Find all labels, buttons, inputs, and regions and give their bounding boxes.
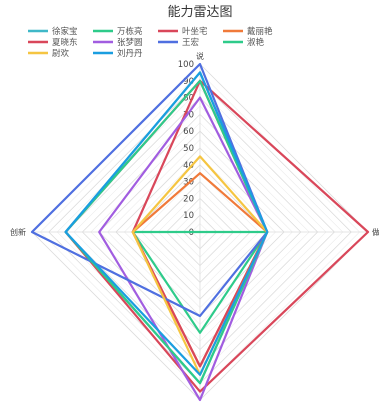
legend-label[interactable]: 刘丹丹 xyxy=(117,48,143,59)
tick-label: 70 xyxy=(183,110,194,120)
series-line[interactable] xyxy=(98,96,269,402)
indicator-label: 做 xyxy=(372,227,379,237)
legend-label[interactable]: 张梦圆 xyxy=(117,38,143,48)
legend-label[interactable]: 戴丽艳 xyxy=(247,26,273,37)
tick-label: 20 xyxy=(183,194,194,204)
series-line[interactable] xyxy=(64,71,269,376)
series-line[interactable] xyxy=(131,230,269,334)
legend-label[interactable]: 徐家宝 xyxy=(52,26,78,37)
indicator-labels: 说做写创新 xyxy=(10,51,379,237)
tick-label: 60 xyxy=(183,127,194,137)
tick-label: 10 xyxy=(183,211,194,221)
tick-label: 100 xyxy=(178,60,194,70)
chart-title: 能力雷达图 xyxy=(167,5,232,20)
legend-label[interactable]: 万栋亮 xyxy=(117,26,143,37)
tick-label: 50 xyxy=(183,144,194,154)
legend-label[interactable]: 叶坐宅 xyxy=(182,26,208,37)
legend-label[interactable]: 尉欢 xyxy=(52,48,70,59)
legend-label[interactable]: 淑艳 xyxy=(247,37,265,48)
tick-label: 40 xyxy=(183,161,194,171)
tick-label: 80 xyxy=(183,94,194,104)
indicator-label: 创新 xyxy=(10,227,26,237)
tick-label: 90 xyxy=(183,77,194,87)
radar-series xyxy=(30,62,370,402)
legend-label[interactable]: 夏晓东 xyxy=(52,37,78,48)
indicator-label: 说 xyxy=(196,51,204,61)
legend-label[interactable]: 王宏 xyxy=(182,37,199,48)
